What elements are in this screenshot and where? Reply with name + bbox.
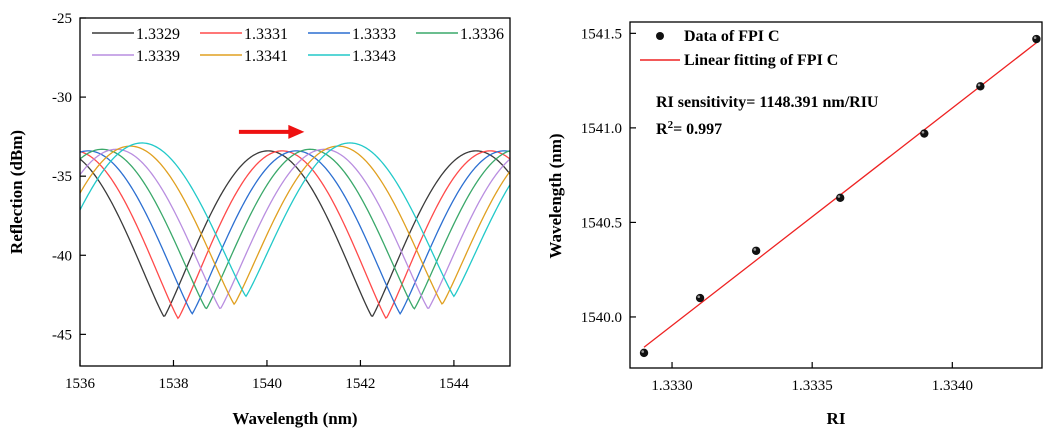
chart1-x-ticks: 1536 1538 1540 1542 1544 — [65, 360, 469, 392]
spectrum-curve-1.3331 — [79, 150, 511, 320]
reflection-spectrum-chart: 1.3329 1.3331 1.3333 1.3336 1.3339 1.3341 1.33… — [7, 11, 511, 428]
data-point — [1032, 34, 1041, 44]
y-tick-label: -30 — [52, 90, 72, 106]
data-point — [836, 193, 845, 203]
x-tick-label: 1544 — [439, 376, 470, 392]
spectrum-curve-1.3333 — [79, 150, 511, 315]
spectrum-curve-1.3343 — [79, 142, 511, 298]
x-tick-label: 1540 — [252, 376, 282, 392]
data-point — [751, 246, 761, 255]
y-tick-label: 1541.5 — [581, 26, 622, 42]
x-tick-label: 1.3330 — [651, 378, 692, 394]
chart2-plot-frame — [629, 21, 1043, 369]
data-point-highlight — [697, 295, 701, 299]
data-point-highlight — [921, 130, 925, 134]
legend-label: 1.3339 — [136, 48, 180, 65]
chart2-y-ticks: 1540.0 1540.5 1541.0 1541.5 — [581, 26, 636, 326]
y-tick-label: -25 — [52, 11, 72, 27]
chart2-y-axis-label: Wavelength (nm) — [546, 133, 565, 258]
chart2-legend: Data of FPI C Linear fitting of FPI C — [640, 28, 838, 69]
data-point — [920, 129, 929, 138]
data-point-highlight — [977, 83, 981, 87]
spectrum-curve-1.3341 — [79, 145, 511, 306]
legend-label: 1.3333 — [352, 26, 396, 43]
r-squared-value: = 0.997 — [673, 121, 722, 138]
r-squared-annotation: R2= 0.997 — [656, 119, 722, 138]
spectrum-curve-1.3339 — [79, 148, 511, 310]
legend-label-fit: Linear fitting of FPI C — [684, 52, 838, 69]
chart1-x-axis-label: Wavelength (nm) — [232, 409, 357, 428]
data-point-highlight — [641, 350, 645, 353]
shift-arrow — [238, 124, 305, 139]
data-points — [639, 34, 1041, 358]
data-point-highlight — [837, 195, 841, 198]
legend-label: 1.3341 — [244, 48, 288, 65]
x-tick-label: 1542 — [345, 376, 375, 392]
r-squared-prefix: R — [656, 121, 668, 138]
x-tick-label: 1.3335 — [792, 378, 833, 394]
data-point-highlight — [1033, 36, 1037, 40]
chart1-y-axis-label: Reflection (dBm) — [7, 130, 26, 254]
data-point — [976, 82, 985, 91]
x-tick-label: 1536 — [65, 376, 96, 392]
legend-label: 1.3343 — [352, 48, 396, 65]
y-tick-label: 1540.0 — [581, 310, 622, 326]
shift-arrow-head — [288, 124, 305, 139]
data-point — [639, 348, 649, 358]
y-tick-label: 1540.5 — [581, 215, 622, 231]
ri-sensitivity-annotation: RI sensitivity= 1148.391 nm/RIU — [656, 94, 879, 111]
x-tick-label: 1.3340 — [932, 378, 973, 394]
ri-calibration-chart: 1.3330 1.3335 1.3340 1540.01540.51541.0154… — [546, 21, 1043, 428]
y-tick-label: -40 — [52, 248, 72, 264]
legend-label: 1.3331 — [244, 26, 288, 43]
chart2-x-axis-label: RI — [827, 409, 846, 428]
y-tick-label: 1541.0 — [581, 121, 622, 137]
legend-label-data: Data of FPI C — [684, 28, 780, 45]
legend-label: 1.3336 — [460, 26, 504, 43]
legend-label: 1.3329 — [136, 26, 180, 43]
data-point-highlight — [753, 248, 757, 251]
chart2-x-ticks: 1.3330 1.3335 1.3340 — [651, 362, 973, 394]
r-squared-sup: 2 — [668, 119, 674, 131]
spectrum-curves — [79, 142, 511, 320]
chart1-plot-frame — [79, 17, 511, 367]
x-tick-label: 1538 — [158, 376, 188, 392]
y-tick-label: -35 — [52, 169, 72, 185]
data-point — [695, 293, 705, 303]
spectrum-curve-1.3329 — [79, 150, 511, 317]
chart1-legend: 1.3329 1.3331 1.3333 1.3336 1.3339 1.3341 1.33… — [92, 26, 504, 65]
chart1-y-ticks: -25 -30 -35 -40 -45 — [52, 11, 86, 343]
spectrum-curve-1.3336 — [79, 148, 511, 310]
y-tick-label: -45 — [52, 327, 72, 343]
legend-marker-data — [656, 32, 664, 40]
